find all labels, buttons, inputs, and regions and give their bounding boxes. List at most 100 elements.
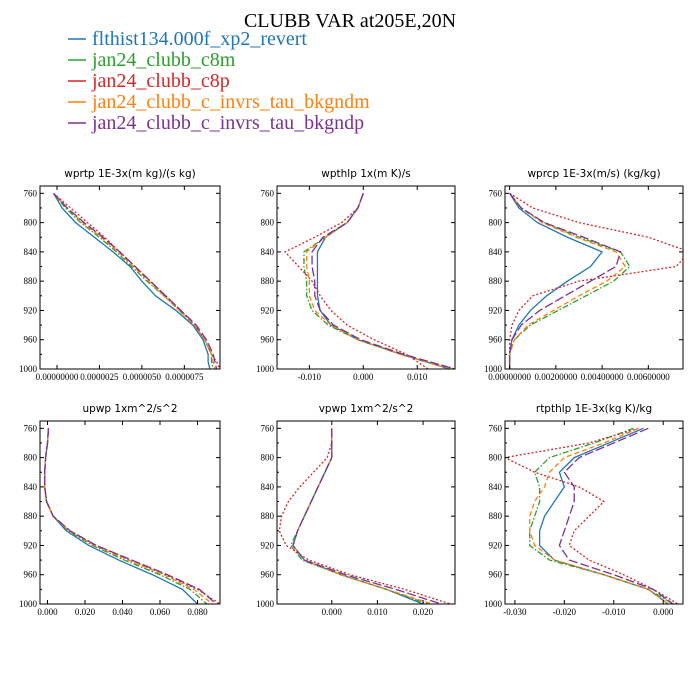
y-tick-label: 840	[489, 247, 503, 257]
y-tick-label: 880	[489, 276, 503, 286]
series-group	[53, 192, 220, 369]
y-tick-label: 800	[261, 218, 275, 228]
series-line	[529, 427, 669, 604]
x-tick-label: -0.010	[298, 372, 322, 382]
panel-5: vpwp 1xm^2/s^2 760 800 840 880 920 960 1000 0.00…	[256, 403, 456, 617]
series-line	[306, 193, 450, 369]
y-tick-label: 1000	[484, 599, 503, 609]
y-tick-label: 840	[261, 247, 275, 257]
plot-frame	[504, 420, 684, 605]
x-tick-label: 0.020	[413, 607, 434, 617]
series-line	[44, 428, 220, 604]
y-tick-label: 880	[261, 276, 275, 286]
y-tick-label: 840	[24, 482, 38, 492]
x-tick-label: -0.030	[503, 607, 527, 617]
series-line	[558, 427, 674, 604]
legend-entry: jan24_clubb_c8p	[91, 70, 230, 92]
y-tick-label: 760	[261, 423, 275, 433]
x-tick-label: -0.010	[602, 607, 626, 617]
x-tick-label: 0.080	[187, 607, 208, 617]
series-line	[53, 192, 216, 369]
y-tick-label: 880	[261, 511, 275, 521]
x-tick-label: 0.000	[37, 607, 58, 617]
y-tick-label: 840	[261, 482, 275, 492]
panel-1: wprtp 1E-3x(m kg)/(s kg) 760 800 840 880 920 9…	[19, 168, 221, 382]
y-tick-label: 1000	[256, 599, 275, 609]
y-tick-label: 920	[489, 305, 503, 315]
legend-entry: jan24_clubb_c_invrs_tau_bkgndp	[91, 112, 364, 134]
series-line	[44, 428, 208, 604]
panel-title: upwp 1xm^2/s^2	[83, 403, 178, 415]
y-tick-label: 920	[24, 305, 38, 315]
y-tick-label: 920	[489, 540, 503, 550]
series-line	[292, 428, 433, 604]
series-line	[278, 428, 451, 604]
x-tick-label: 0.000	[653, 607, 674, 617]
panel-title: wprcp 1E-3x(m/s) (kg/kg)	[527, 168, 660, 180]
x-tick-label: -0.020	[553, 607, 577, 617]
panel-2: wpthlp 1x(m K)/s 760 800 840 880 920 960 1000 -0…	[256, 168, 456, 382]
y-tick-label: 960	[489, 335, 503, 345]
panel-3: wprcp 1E-3x(m/s) (kg/kg) 760 800 840 880 920 9…	[484, 168, 684, 382]
panel-title: rtpthlp 1E-3x(kg K)/kg	[536, 403, 652, 415]
series-line	[44, 428, 217, 604]
y-tick-label: 920	[261, 540, 275, 550]
series-group	[278, 428, 451, 604]
legend: flthist134.000f_xp2_revertjan24_clubb_c8…	[68, 28, 370, 134]
series-line	[529, 427, 674, 604]
y-tick-label: 1000	[484, 364, 503, 374]
panels: wprtp 1E-3x(m kg)/(s kg) 760 800 840 880 920 9…	[19, 168, 684, 617]
series-line	[53, 192, 211, 369]
series-line	[538, 427, 669, 604]
panel-title: vpwp 1xm^2/s^2	[319, 403, 414, 415]
series-line	[311, 193, 455, 369]
panel-6: rtpthlp 1E-3x(kg K)/kg 760 800 840 880 920 960…	[484, 403, 684, 617]
plot-frame	[39, 185, 221, 370]
y-tick-label: 760	[24, 188, 38, 198]
y-tick-label: 960	[24, 570, 38, 580]
plot-frame	[276, 185, 456, 370]
x-tick-label: 0.000	[322, 607, 343, 617]
series-line	[505, 427, 679, 604]
y-tick-label: 760	[489, 188, 503, 198]
series-group	[505, 427, 679, 604]
series-line	[508, 192, 604, 369]
series-group	[44, 428, 220, 604]
y-tick-label: 1000	[256, 364, 275, 374]
series-line	[508, 192, 631, 369]
series-line	[508, 192, 683, 369]
legend-entry: jan24_clubb_c_invrs_tau_bkgndm	[91, 91, 370, 113]
x-tick-label: 0.0000025	[80, 372, 119, 382]
series-line	[292, 428, 442, 604]
y-tick-label: 1000	[19, 364, 38, 374]
y-tick-label: 800	[489, 453, 503, 463]
x-tick-label: 0.00000000	[488, 372, 531, 382]
x-tick-label: 0.020	[75, 607, 96, 617]
y-tick-label: 880	[489, 511, 503, 521]
plot-frame	[39, 420, 221, 605]
series-line	[303, 193, 455, 369]
series-line	[44, 428, 213, 604]
y-tick-label: 880	[24, 276, 38, 286]
series-line	[316, 193, 450, 369]
x-tick-label: 0.00200000	[534, 372, 577, 382]
y-tick-label: 960	[24, 335, 38, 345]
legend-entry: jan24_clubb_c8m	[91, 49, 236, 71]
y-tick-label: 760	[261, 188, 275, 198]
y-tick-label: 800	[489, 218, 503, 228]
figure-title: CLUBB VAR at205E,20N	[244, 10, 456, 32]
y-tick-label: 960	[261, 335, 275, 345]
series-line	[284, 193, 429, 369]
x-tick-label: 0.010	[367, 607, 388, 617]
plot-frame	[504, 185, 684, 370]
series-group	[508, 192, 683, 369]
x-tick-label: 0.0000050	[123, 372, 162, 382]
y-tick-label: 960	[261, 570, 275, 580]
x-tick-label: 0.00400000	[581, 372, 624, 382]
y-tick-label: 800	[24, 453, 38, 463]
y-tick-label: 880	[24, 511, 38, 521]
x-tick-label: 0.000	[353, 372, 374, 382]
y-tick-label: 920	[24, 540, 38, 550]
y-tick-label: 800	[261, 453, 275, 463]
